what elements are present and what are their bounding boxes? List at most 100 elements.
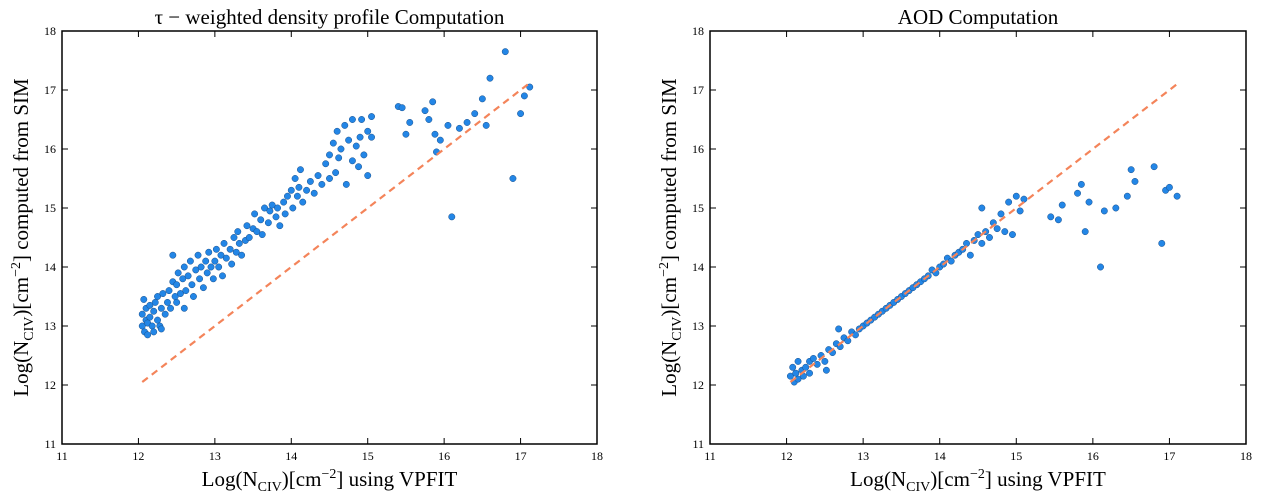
x-tick-label: 18 bbox=[591, 449, 603, 463]
point bbox=[234, 228, 242, 236]
point bbox=[314, 172, 322, 180]
axis-label: Log(NCIV)[cm−2] using VPFIT bbox=[850, 467, 1106, 495]
point bbox=[154, 293, 161, 300]
point bbox=[1005, 198, 1013, 206]
point bbox=[180, 263, 188, 271]
point bbox=[1058, 201, 1066, 209]
point bbox=[202, 257, 210, 265]
axis-label: Log(NCIV)[cm−2] computed from SIM bbox=[657, 78, 685, 397]
y-tick-label: 16 bbox=[44, 142, 56, 156]
point bbox=[295, 183, 303, 191]
point bbox=[1100, 207, 1108, 215]
point bbox=[520, 92, 528, 100]
point bbox=[203, 269, 211, 277]
point bbox=[786, 372, 794, 380]
point bbox=[169, 251, 177, 259]
point bbox=[257, 216, 265, 224]
point bbox=[144, 331, 152, 339]
point bbox=[448, 213, 456, 221]
point bbox=[289, 204, 297, 212]
x-tick-label: 14 bbox=[285, 449, 297, 463]
point bbox=[179, 275, 187, 283]
point bbox=[1158, 239, 1166, 247]
point bbox=[268, 201, 276, 209]
point bbox=[364, 127, 372, 135]
axis-label-part: ] computed from SIM bbox=[657, 78, 681, 262]
point bbox=[1009, 231, 1016, 239]
point bbox=[789, 363, 797, 371]
axis-label-part: )[cm bbox=[657, 277, 681, 317]
axis-label-part: Log(N bbox=[850, 467, 906, 491]
point bbox=[1001, 228, 1009, 236]
point bbox=[146, 301, 154, 309]
point bbox=[1047, 213, 1055, 221]
point bbox=[199, 284, 207, 292]
point bbox=[157, 304, 165, 312]
point bbox=[358, 116, 366, 123]
chart: 11 12 13 14 15 16 17 18 11 12 13 14 15 16 17 18 τ − weig… bbox=[9, 5, 603, 495]
point bbox=[186, 257, 194, 265]
axis-label-part: CIV bbox=[22, 317, 37, 341]
point bbox=[150, 307, 158, 315]
axis-label-part: CIV bbox=[670, 317, 685, 341]
point bbox=[1165, 183, 1173, 191]
point bbox=[219, 272, 226, 280]
point bbox=[821, 357, 829, 365]
y-tick-label: 12 bbox=[44, 378, 56, 392]
point bbox=[190, 293, 197, 300]
point bbox=[174, 269, 182, 277]
point bbox=[978, 239, 986, 247]
point bbox=[232, 248, 240, 256]
x-tick-label: 16 bbox=[438, 449, 450, 463]
point bbox=[217, 251, 225, 259]
point bbox=[1150, 163, 1158, 171]
chart-title: τ − weighted density profile Computation bbox=[155, 5, 505, 29]
point bbox=[806, 369, 813, 377]
point bbox=[342, 180, 350, 188]
point bbox=[1054, 216, 1062, 224]
point bbox=[243, 222, 251, 230]
point bbox=[326, 151, 333, 159]
point bbox=[406, 119, 414, 126]
point bbox=[517, 110, 525, 118]
point bbox=[355, 163, 362, 171]
point bbox=[215, 263, 223, 271]
point bbox=[196, 275, 204, 283]
point bbox=[333, 127, 341, 135]
point bbox=[253, 228, 261, 236]
point bbox=[368, 113, 375, 121]
point bbox=[220, 239, 228, 247]
point bbox=[146, 313, 154, 321]
axis-label-part: )[cm bbox=[930, 467, 970, 491]
point bbox=[425, 116, 433, 123]
point bbox=[809, 355, 817, 362]
point bbox=[966, 251, 974, 259]
point bbox=[182, 287, 190, 295]
point bbox=[157, 325, 165, 333]
axis-label-part: )[cm bbox=[9, 277, 33, 317]
point bbox=[368, 133, 375, 141]
point bbox=[478, 95, 486, 103]
point bbox=[335, 154, 343, 162]
point bbox=[280, 198, 288, 206]
axis-label-part: Log(N bbox=[202, 467, 258, 491]
axis-label-part: −2 bbox=[657, 262, 672, 277]
point bbox=[264, 219, 272, 227]
x-tick-label: 17 bbox=[1163, 449, 1175, 463]
point bbox=[429, 98, 437, 106]
point bbox=[1097, 263, 1104, 271]
plot-frame bbox=[709, 30, 1247, 445]
y-tick-label: 11 bbox=[44, 437, 56, 451]
point bbox=[364, 172, 372, 180]
y-tick-label: 15 bbox=[692, 201, 704, 215]
x-tick-label: 11 bbox=[704, 449, 716, 463]
point bbox=[173, 298, 181, 306]
point bbox=[251, 210, 259, 218]
axis-label-part: )[cm bbox=[282, 467, 322, 491]
point bbox=[164, 298, 171, 306]
point bbox=[356, 133, 364, 141]
point bbox=[310, 189, 318, 197]
point bbox=[329, 139, 337, 147]
point bbox=[138, 310, 146, 318]
axis-label-part: Log(N bbox=[657, 341, 681, 397]
